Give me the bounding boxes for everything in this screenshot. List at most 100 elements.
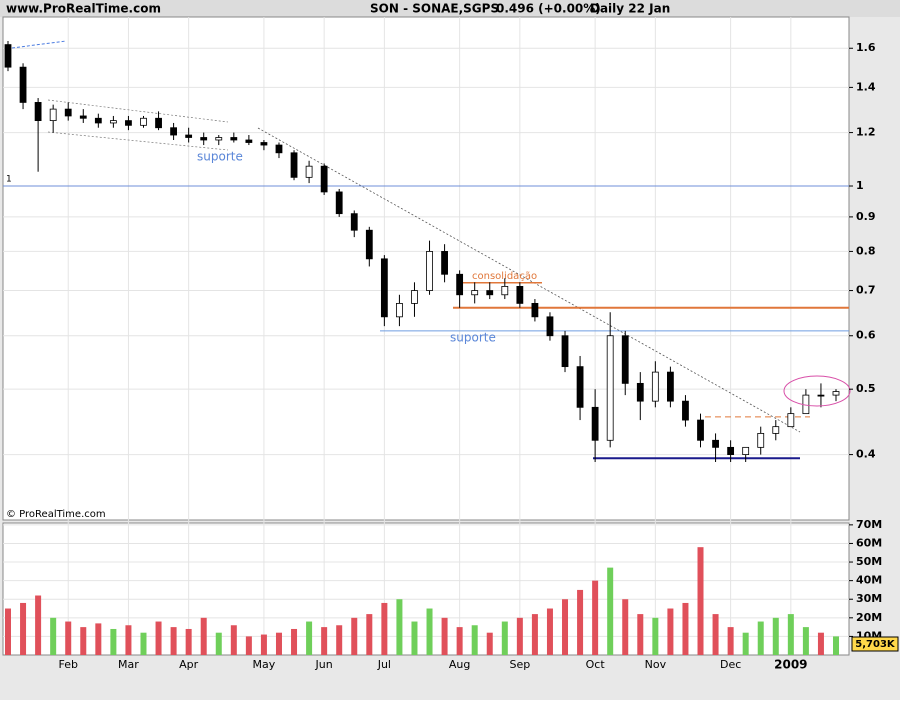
candle-body [79,115,87,119]
volume-bar [516,617,523,655]
candle-body [727,446,735,455]
annotation: suporte [197,150,243,164]
volume-bar [336,625,343,655]
candle-body [682,400,689,421]
price-panel [2,16,850,521]
highlight [783,375,851,407]
candle-body [712,439,719,448]
y-tick-label: 0.8 [856,244,876,257]
volume-bar [351,617,358,655]
candle-body [185,134,193,138]
volume-bar [637,614,644,655]
trend-line [11,40,67,49]
candle-body [365,229,373,260]
volume-bar [80,627,87,655]
volume-bar [622,599,629,655]
volume-bar [20,602,27,655]
volume-bar [727,627,734,655]
y-tick-label: 0.7 [856,284,876,297]
volume-bar [95,623,102,655]
last-volume-box [851,636,899,652]
volume-bar [592,580,599,655]
candle-body [411,290,418,304]
annotation: suporte [450,331,496,345]
volume-bar [531,614,538,655]
volume-bar [200,617,207,655]
x-tick-label: Jul [377,658,391,671]
volume-bar [140,632,147,655]
annotation: consolidação [472,271,537,282]
candle-body [140,117,147,126]
candle-body [817,394,825,397]
candle-body [396,303,403,318]
y-tick-label: 70M [856,518,882,531]
volume-bar [757,621,764,655]
volume-bar [260,634,267,655]
candle-body [591,406,599,441]
candle-body [64,108,72,117]
x-tick-label: Nov [645,658,667,671]
volume-bar [125,625,132,655]
candle-body [636,382,644,402]
volume-bar [682,602,689,655]
candle-body [49,108,57,122]
candle-body [19,66,27,103]
candle-body [260,142,268,146]
volume-bar [501,621,508,655]
candle-body [651,371,659,402]
candle-body [501,286,509,296]
grid [3,17,849,655]
x-tick-label: Mar [118,658,139,671]
y-tick-label: 0.6 [856,329,876,342]
candle-body [109,120,117,124]
y-tick-label: 1.2 [856,126,876,139]
volume-bar [697,547,704,655]
period: Daily 22 Jan [590,2,670,16]
volume-bar [230,625,237,655]
volume-bar [652,617,659,655]
candle-body [426,251,433,291]
candle-body [230,137,238,141]
volume-bar [291,628,298,655]
volume-bar [562,599,569,655]
volume-bar [486,632,493,655]
consolidation-line [462,282,542,284]
candle-body [290,152,298,178]
trend-line [257,127,801,433]
marks [3,41,849,655]
volume-bar [471,625,478,655]
x-tick-label: Oct [586,658,606,671]
volume-bar [772,617,779,655]
candle-body [320,165,328,193]
volume-bar [381,602,388,655]
x-tick-label: Dec [720,658,741,671]
volume-bar [546,608,553,655]
volume-bar [667,608,674,655]
candle-body [350,213,358,231]
symbol: SON - SONAE,SGPS [370,2,499,16]
x-tick-label: Feb [58,658,77,671]
x-tick-label: Sep [509,658,530,671]
site: www.ProRealTime.com [6,2,161,16]
y-tick-label: 0.5 [856,382,876,395]
y-tick-label: 1 [856,179,864,192]
candle-body [305,165,313,178]
candle-body [200,137,208,141]
x-tick-label: May [253,658,276,671]
candle-body [275,144,283,154]
y-tick-label: 30M [856,592,882,605]
candle-body [546,316,554,337]
level-label: 1 [6,175,12,185]
volume-bar [787,614,794,655]
candle-body [561,335,569,368]
volume-bar [817,632,824,655]
candle-body [576,366,584,408]
volume-bar [577,589,584,655]
volume-bar [411,621,418,655]
volume-bar [712,614,719,655]
candle-body [4,44,12,68]
volume-bar [110,628,117,655]
volume-bar [35,595,42,655]
volume-bar [456,627,463,655]
volume-bar [607,567,614,655]
